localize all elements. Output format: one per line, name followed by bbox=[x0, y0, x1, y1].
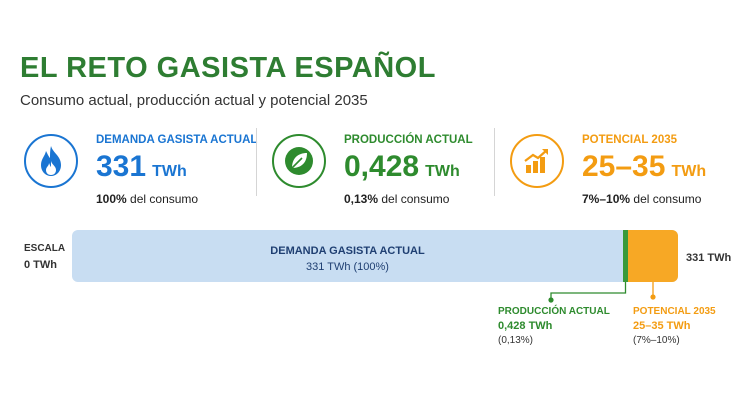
leaf-icon-badge bbox=[272, 134, 326, 188]
demand-value: 331 TWh bbox=[96, 150, 187, 183]
production-label: PRODUCCIÓN ACTUAL bbox=[344, 134, 473, 146]
scale-label: ESCALA bbox=[24, 243, 66, 254]
production-leader-dot bbox=[548, 297, 554, 303]
production-share: 0,13% del consumo bbox=[344, 192, 450, 206]
demand-bar bbox=[72, 230, 678, 282]
potential-callout-value: 25–35 TWh bbox=[633, 320, 691, 332]
production-leader-line bbox=[550, 282, 627, 300]
potential-leader-dot bbox=[650, 294, 656, 300]
scale-start-label: 0 TWh bbox=[24, 259, 57, 271]
demand-bar-label: DEMANDA GASISTA ACTUAL bbox=[270, 245, 425, 257]
potential-card: POTENCIAL 2035 25–35 TWh 7%–10% del consu… bbox=[510, 128, 740, 210]
flame-icon bbox=[41, 146, 61, 176]
production-callout-value: 0,428 TWh bbox=[498, 320, 553, 332]
production-value: 0,428 TWh bbox=[344, 150, 460, 183]
divider bbox=[494, 128, 495, 196]
potential-bar bbox=[628, 230, 678, 282]
potential-callout-label: POTENCIAL 2035 bbox=[633, 306, 716, 317]
production-card: PRODUCCIÓN ACTUAL 0,428 TWh 0,13% del con… bbox=[272, 128, 482, 210]
leaf-icon bbox=[285, 147, 313, 175]
potential-label: POTENCIAL 2035 bbox=[582, 134, 678, 146]
divider bbox=[256, 128, 257, 196]
demand-label: DEMANDA GASISTA ACTUAL bbox=[96, 134, 258, 146]
page-title: EL RETO GASISTA ESPAÑOL bbox=[20, 52, 436, 84]
demand-card: DEMANDA GASISTA ACTUAL 331 TWh 100% del c… bbox=[24, 128, 257, 210]
growth-chart-icon-badge bbox=[510, 134, 564, 188]
production-callout-label: PRODUCCIÓN ACTUAL bbox=[498, 304, 610, 317]
demand-share: 100% del consumo bbox=[96, 192, 199, 206]
demand-bar-value: 331 TWh (100%) bbox=[306, 261, 389, 273]
potential-value: 25–35 TWh bbox=[582, 150, 707, 183]
page-subtitle: Consumo actual, producción actual y pote… bbox=[20, 92, 368, 109]
potential-callout-note: (7%–10%) bbox=[633, 335, 680, 346]
growth-chart-icon bbox=[524, 149, 548, 173]
potential-share: 7%–10% del consumo bbox=[582, 192, 702, 206]
production-bar bbox=[623, 230, 628, 282]
potential-bar-left-fill bbox=[628, 230, 638, 282]
scale-end-label: 331 TWh bbox=[686, 252, 732, 264]
flame-icon-badge bbox=[24, 134, 78, 188]
production-callout-note: (0,13%) bbox=[498, 335, 533, 346]
